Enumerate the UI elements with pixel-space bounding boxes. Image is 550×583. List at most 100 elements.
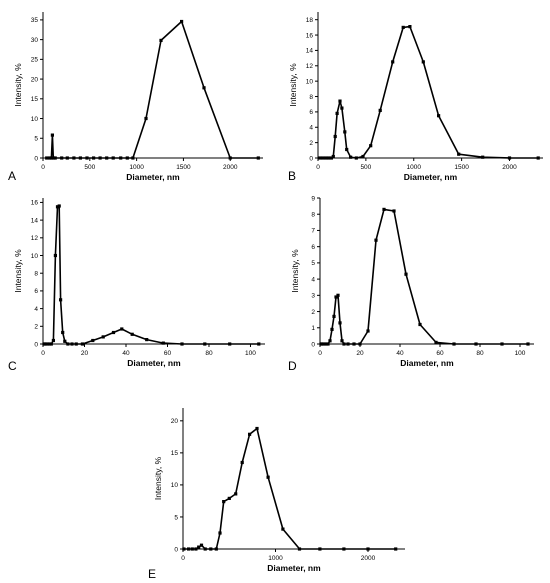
- x-tick-label: 80: [205, 350, 213, 357]
- y-tick-label: 16: [31, 200, 39, 207]
- data-point: [404, 272, 408, 276]
- data-point: [408, 25, 412, 29]
- x-tick-label: 1000: [129, 164, 144, 171]
- y-tick-label: 9: [311, 195, 315, 202]
- x-tick-label: 40: [122, 350, 130, 357]
- data-point: [57, 204, 61, 208]
- data-point: [361, 154, 365, 159]
- y-tick-label: 0: [309, 155, 313, 162]
- data-point: [120, 327, 124, 331]
- y-tick-label: 4: [311, 276, 315, 283]
- panel-label: D: [288, 359, 297, 373]
- data-point: [382, 207, 386, 211]
- y-tick-label: 0: [311, 341, 315, 348]
- series-line: [319, 25, 539, 159]
- data-point: [297, 547, 302, 551]
- y-tick-label: 15: [31, 96, 39, 103]
- x-tick-label: 100: [515, 350, 526, 357]
- data-point: [256, 156, 260, 160]
- data-point: [394, 547, 398, 551]
- data-point: [536, 156, 540, 160]
- panel-label: C: [8, 359, 17, 373]
- data-point: [358, 342, 362, 346]
- data-point: [320, 342, 324, 346]
- data-point: [366, 547, 370, 551]
- x-tick-label: 80: [476, 350, 484, 357]
- data-point: [345, 147, 349, 152]
- data-point: [437, 114, 441, 118]
- data-point: [248, 432, 252, 436]
- y-tick-label: 18: [306, 17, 314, 24]
- data-point: [190, 547, 194, 551]
- chart-panel-b: 0 500 1000 1500 2000 0 2 4 6 8 10 12 14 16 18 Diameter,…: [288, 12, 543, 183]
- x-tick-label: 0: [316, 164, 320, 171]
- panel-label: A: [8, 169, 16, 183]
- data-point: [111, 156, 115, 160]
- y-tick-label: 8: [311, 212, 315, 219]
- y-tick-label: 10: [31, 116, 39, 123]
- data-point: [209, 547, 213, 551]
- data-point: [457, 152, 461, 156]
- data-point: [66, 342, 70, 346]
- data-point: [391, 60, 395, 64]
- data-point: [324, 342, 328, 346]
- data-point: [131, 156, 135, 160]
- data-point: [349, 155, 353, 159]
- data-point: [49, 342, 53, 346]
- data-point: [346, 342, 350, 346]
- data-point: [281, 527, 285, 531]
- data-point: [51, 156, 55, 160]
- x-tick-label: 2000: [223, 164, 238, 171]
- data-point: [65, 156, 69, 160]
- x-tick-label: 40: [396, 350, 404, 357]
- data-point: [328, 339, 332, 343]
- data-point: [421, 60, 425, 64]
- x-axis-label: Diameter, nm: [126, 172, 180, 182]
- y-tick-label: 8: [34, 271, 38, 278]
- data-point: [340, 106, 344, 110]
- y-tick-label: 5: [174, 514, 178, 521]
- data-point: [182, 547, 186, 551]
- y-tick-label: 2: [309, 140, 313, 147]
- x-axis-label: Diameter, nm: [127, 358, 181, 368]
- data-point: [240, 460, 244, 465]
- data-point: [98, 156, 102, 160]
- data-point: [392, 209, 396, 213]
- data-point: [194, 547, 198, 551]
- data-point: [329, 156, 333, 160]
- y-tick-label: 0: [174, 546, 178, 553]
- x-tick-label: 0: [41, 350, 45, 357]
- data-point: [91, 338, 95, 343]
- data-point: [187, 547, 191, 551]
- y-tick-label: 2: [34, 324, 38, 331]
- data-point: [318, 156, 322, 160]
- x-tick-label: 20: [81, 350, 89, 357]
- x-tick-label: 1000: [407, 164, 422, 171]
- y-tick-label: 1: [311, 325, 315, 332]
- y-tick-label: 5: [34, 136, 38, 143]
- data-point: [180, 19, 184, 24]
- data-point: [51, 338, 55, 343]
- data-point: [50, 133, 54, 137]
- data-point: [434, 340, 438, 344]
- y-tick-label: 12: [31, 235, 39, 242]
- data-point: [369, 144, 373, 148]
- data-point: [257, 342, 261, 346]
- data-point: [227, 496, 231, 500]
- chart-panel-a: 0 500 1000 1500 2000 0 5 10 15 20 25 30 35 Diameter, …: [8, 12, 263, 183]
- y-axis-label: Intensity, %: [13, 249, 23, 293]
- data-point: [59, 298, 63, 302]
- data-point: [334, 295, 338, 299]
- data-point: [507, 156, 512, 160]
- data-point: [197, 545, 201, 549]
- chart-panel-c: 0 20 40 60 80 100 0 2 4 6 8 10 12 14 16 Diameter, nm Int…: [8, 198, 265, 373]
- data-point: [130, 332, 134, 336]
- y-tick-label: 6: [311, 244, 315, 251]
- data-point: [105, 156, 109, 160]
- y-tick-label: 10: [306, 78, 314, 85]
- x-tick-label: 2000: [502, 164, 517, 171]
- y-tick-label: 30: [31, 37, 39, 44]
- data-point: [74, 342, 78, 346]
- data-point: [366, 329, 370, 333]
